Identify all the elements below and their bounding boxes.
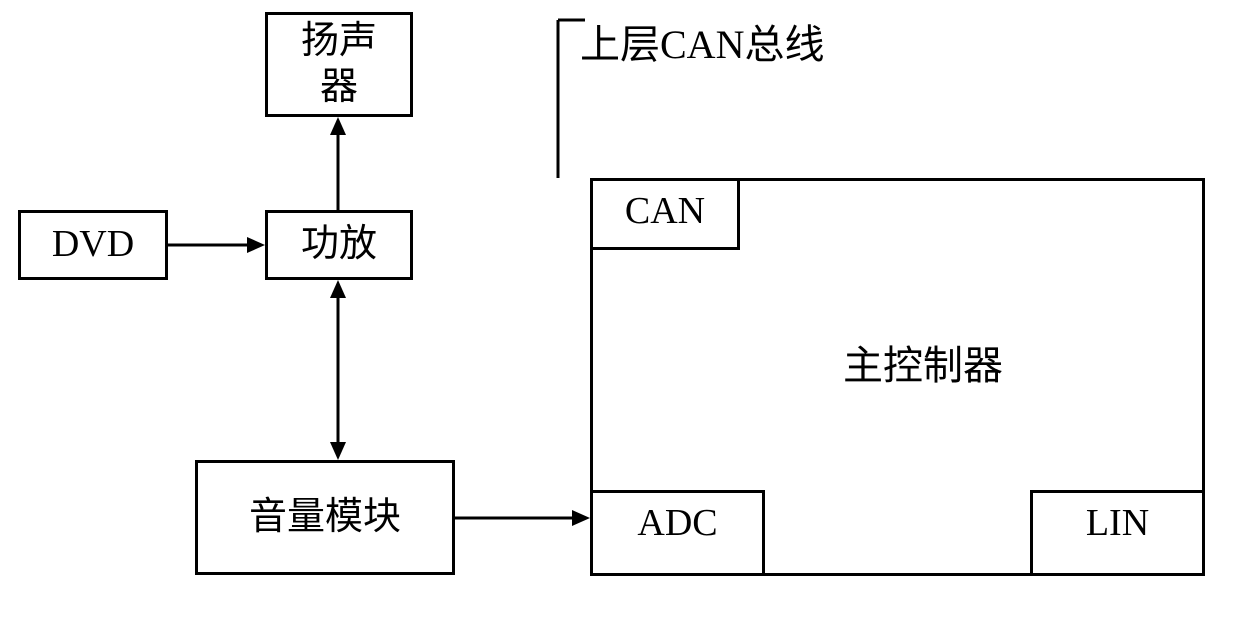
controller-label-wrap: 主控制器 [823, 341, 1023, 391]
adc-box: ADC [590, 490, 765, 576]
lin-label: LIN [1086, 501, 1149, 547]
canbus-label: 上层CAN总线 [580, 22, 824, 67]
speaker-label: 扬声 器 [301, 19, 377, 110]
arrow-amp-to-speaker [323, 117, 353, 210]
dvd-label: DVD [52, 222, 134, 268]
speaker-box: 扬声 器 [265, 12, 413, 117]
amplifier-label: 功放 [301, 222, 377, 268]
adc-label: ADC [637, 501, 717, 547]
lin-box: LIN [1030, 490, 1205, 576]
arrow-dvd-to-amp [168, 230, 265, 260]
arrow-amp-volume-bidir [323, 280, 353, 460]
arrow-volume-to-adc [455, 503, 590, 533]
canbus-line [555, 20, 615, 178]
canbus-text: 上层CAN总线 [580, 12, 824, 70]
can-box: CAN [590, 178, 740, 250]
controller-label: 主控制器 [843, 342, 1003, 390]
dvd-box: DVD [18, 210, 168, 280]
amplifier-box: 功放 [265, 210, 413, 280]
can-label: CAN [625, 189, 705, 235]
volume-box: 音量模块 [195, 460, 455, 575]
volume-label: 音量模块 [249, 495, 401, 541]
